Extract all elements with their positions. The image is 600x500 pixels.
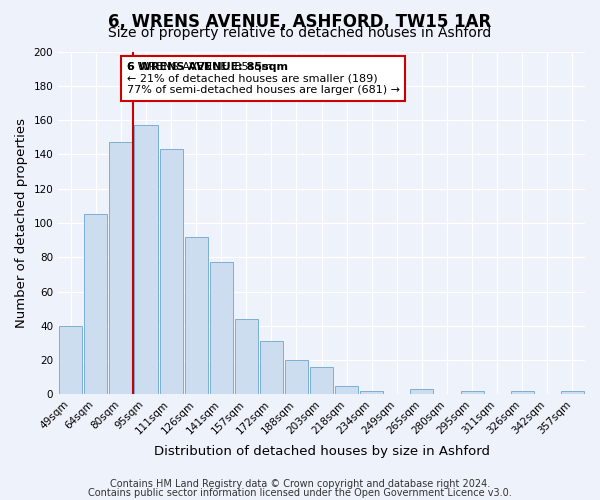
Text: Contains HM Land Registry data © Crown copyright and database right 2024.: Contains HM Land Registry data © Crown c… [110,479,490,489]
Bar [209,262,233,394]
Bar [310,367,333,394]
Text: Contains public sector information licensed under the Open Government Licence v3: Contains public sector information licen… [88,488,512,498]
Bar [84,214,107,394]
Bar [410,390,433,394]
Bar [109,142,133,394]
Text: Size of property relative to detached houses in Ashford: Size of property relative to detached ho… [109,26,491,40]
Bar [185,236,208,394]
Y-axis label: Number of detached properties: Number of detached properties [15,118,28,328]
Bar [160,149,182,394]
Text: 6 WRENS AVENUE: 85sqm
← 21% of detached houses are smaller (189)
77% of semi-det: 6 WRENS AVENUE: 85sqm ← 21% of detached … [127,62,400,95]
Bar [561,391,584,394]
Bar [260,342,283,394]
Bar [360,391,383,394]
Bar [511,391,534,394]
Bar [285,360,308,394]
Text: 6, WRENS AVENUE, ASHFORD, TW15 1AR: 6, WRENS AVENUE, ASHFORD, TW15 1AR [109,12,491,30]
X-axis label: Distribution of detached houses by size in Ashford: Distribution of detached houses by size … [154,444,490,458]
Bar [59,326,82,394]
Bar [335,386,358,394]
Bar [461,391,484,394]
Text: 6 WRENS AVENUE: 85sqm: 6 WRENS AVENUE: 85sqm [127,62,287,72]
Bar [235,319,258,394]
Bar [134,125,158,394]
